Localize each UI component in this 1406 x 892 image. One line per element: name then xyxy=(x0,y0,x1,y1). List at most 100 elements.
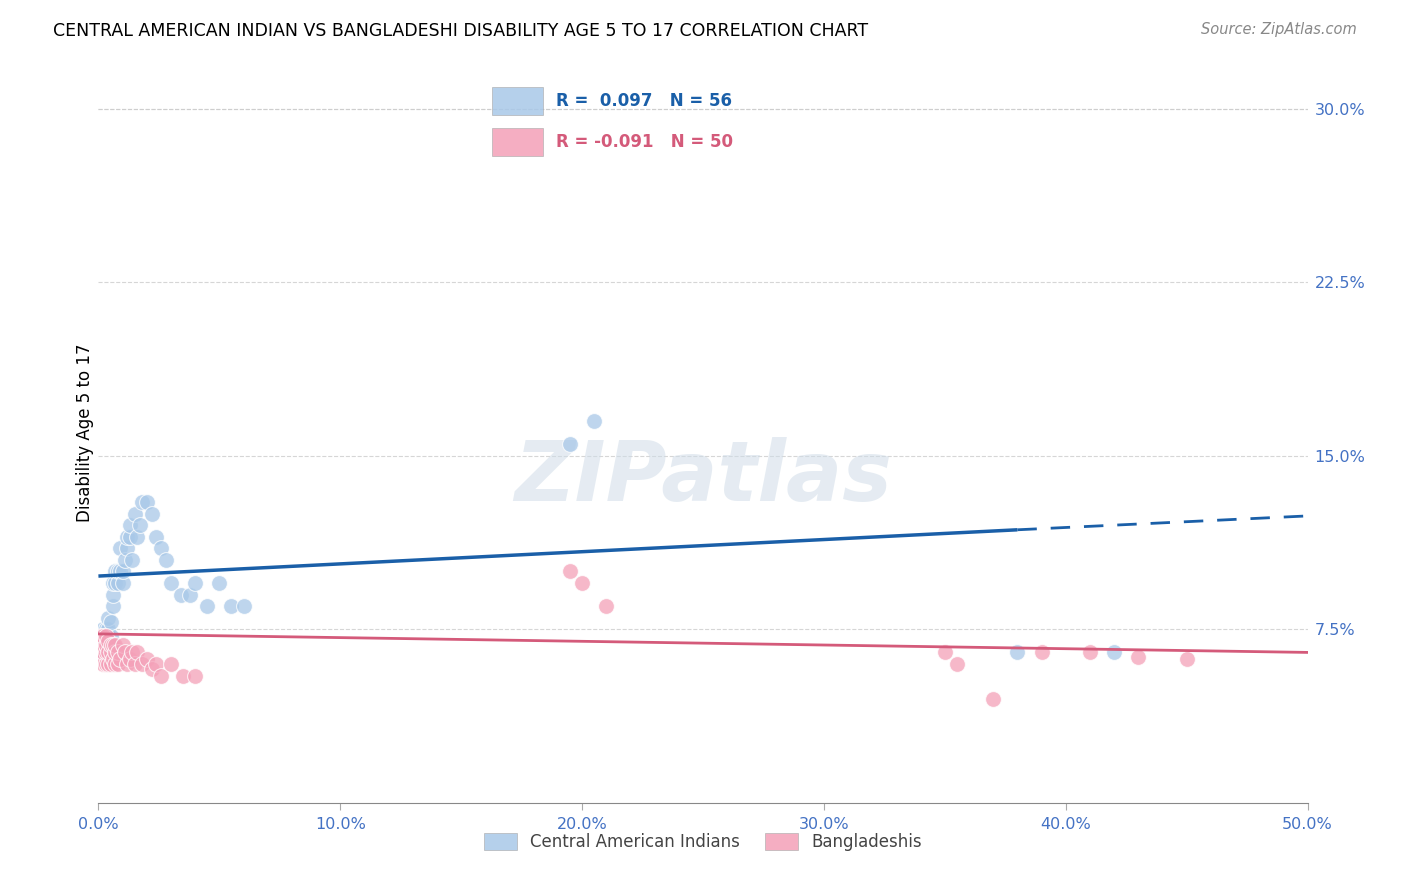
Point xyxy=(94,622,117,636)
Point xyxy=(107,576,129,591)
Point xyxy=(104,565,127,579)
Point xyxy=(571,576,593,591)
Point xyxy=(94,633,117,648)
Point xyxy=(108,652,131,666)
Point xyxy=(94,629,117,643)
Point xyxy=(107,565,129,579)
Point xyxy=(114,553,136,567)
Point xyxy=(128,518,150,533)
Point xyxy=(91,633,114,648)
Point xyxy=(100,657,122,671)
Point xyxy=(127,645,149,659)
Point xyxy=(558,437,581,451)
Point xyxy=(101,588,124,602)
Point xyxy=(1175,652,1198,666)
Point xyxy=(1031,645,1053,659)
Point xyxy=(946,657,969,671)
Point xyxy=(232,599,254,614)
Point xyxy=(104,576,127,591)
Point xyxy=(91,657,114,671)
Point xyxy=(97,622,120,636)
Point xyxy=(150,541,173,556)
Point xyxy=(121,553,143,567)
Point xyxy=(595,599,617,614)
Point xyxy=(100,645,122,659)
Point xyxy=(100,639,122,653)
Point xyxy=(97,633,120,648)
Point xyxy=(131,657,153,671)
Point xyxy=(107,657,129,671)
Point xyxy=(91,629,114,643)
Point xyxy=(135,652,157,666)
Point xyxy=(100,645,122,659)
Point xyxy=(107,645,129,659)
Point xyxy=(172,668,194,682)
Point xyxy=(114,645,136,659)
Point xyxy=(100,639,122,653)
Point xyxy=(141,662,163,676)
Point xyxy=(101,639,124,653)
Point xyxy=(94,645,117,659)
Point xyxy=(150,668,173,682)
Point xyxy=(121,645,143,659)
Point xyxy=(558,565,581,579)
Point xyxy=(94,639,117,653)
Text: Source: ZipAtlas.com: Source: ZipAtlas.com xyxy=(1201,22,1357,37)
Point xyxy=(124,507,146,521)
Text: CENTRAL AMERICAN INDIAN VS BANGLADESHI DISABILITY AGE 5 TO 17 CORRELATION CHART: CENTRAL AMERICAN INDIAN VS BANGLADESHI D… xyxy=(53,22,869,40)
Point xyxy=(108,541,131,556)
Point xyxy=(104,639,127,653)
Point xyxy=(179,588,201,602)
Point xyxy=(90,645,112,659)
Point xyxy=(97,657,120,671)
Point xyxy=(124,657,146,671)
Y-axis label: Disability Age 5 to 17: Disability Age 5 to 17 xyxy=(76,343,94,522)
Legend: Central American Indians, Bangladeshis: Central American Indians, Bangladeshis xyxy=(477,826,929,857)
Point xyxy=(127,530,149,544)
Point xyxy=(94,639,117,653)
Point xyxy=(104,657,127,671)
Point xyxy=(981,691,1004,706)
Point xyxy=(101,652,124,666)
Point xyxy=(101,576,124,591)
Point xyxy=(90,645,112,659)
Point xyxy=(111,639,134,653)
Point xyxy=(145,657,167,671)
Point xyxy=(135,495,157,509)
Point xyxy=(118,530,141,544)
Point xyxy=(208,576,231,591)
Point xyxy=(94,657,117,671)
Point xyxy=(131,495,153,509)
Point xyxy=(97,633,120,648)
Point xyxy=(934,645,956,659)
Point xyxy=(1007,645,1029,659)
Point xyxy=(90,633,112,648)
Point xyxy=(101,599,124,614)
Point xyxy=(94,645,117,659)
Point xyxy=(118,518,141,533)
Point xyxy=(1128,650,1150,665)
Point xyxy=(97,610,120,624)
Point xyxy=(91,645,114,659)
Point xyxy=(118,652,141,666)
Point xyxy=(195,599,218,614)
Point xyxy=(97,645,120,659)
Point xyxy=(91,622,114,636)
Point xyxy=(97,645,120,659)
Point xyxy=(160,576,183,591)
Point xyxy=(169,588,191,602)
Point xyxy=(145,530,167,544)
Point xyxy=(90,629,112,643)
Point xyxy=(90,639,112,653)
Point xyxy=(100,629,122,643)
Text: ZIPatlas: ZIPatlas xyxy=(515,436,891,517)
Point xyxy=(117,657,139,671)
Point xyxy=(100,615,122,630)
Point xyxy=(111,576,134,591)
Point xyxy=(184,668,207,682)
Point xyxy=(221,599,243,614)
Point xyxy=(91,639,114,653)
Point xyxy=(104,645,127,659)
Point xyxy=(117,541,139,556)
Point xyxy=(160,657,183,671)
